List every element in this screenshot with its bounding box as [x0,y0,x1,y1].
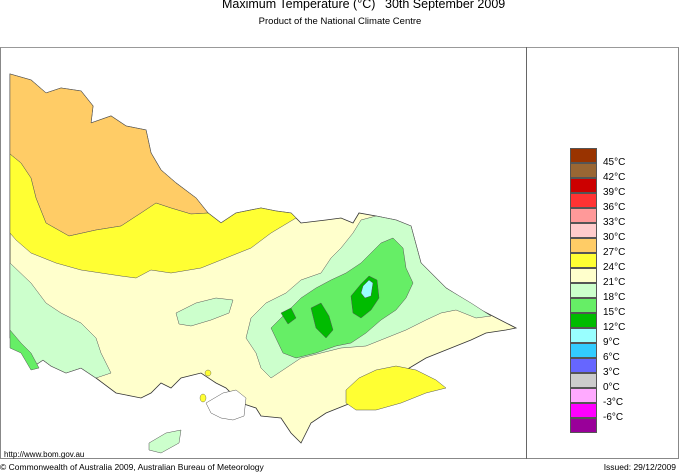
legend-label: 24°C [603,262,626,273]
legend-label: 21°C [603,277,626,288]
source-url[interactable]: http://www.bom.gov.au [4,450,85,459]
panel-divider [526,47,527,459]
legend-label: -6°C [603,412,624,423]
map-panel [0,47,679,459]
legend-label: 36°C [603,202,626,213]
legend-label: 30°C [603,232,626,243]
legend-label: -3°C [603,397,624,408]
legend-swatch [570,388,597,403]
title-text: Maximum Temperature (°C) [222,0,376,11]
legend-label: 15°C [603,307,626,318]
legend-label: 45°C [603,157,626,168]
legend-label: 9°C [603,337,620,348]
legend-swatch [570,418,597,433]
subtitle: Product of the National Climate Centre [258,16,422,27]
issued-date: Issued: 29/12/2009 [603,462,676,472]
legend-swatch [570,223,597,238]
title-date: 30th September 2009 [385,0,506,11]
legend-label: 12°C [603,322,626,333]
legend-swatch [570,163,597,178]
legend-label: 27°C [603,247,626,258]
legend-swatch [570,373,597,388]
legend-swatch [570,178,597,193]
legend-label: 6°C [603,352,620,363]
legend-label: 0°C [603,382,620,393]
legend-swatch [570,298,597,313]
legend-swatch [570,148,597,163]
legend-swatch [570,238,597,253]
legend-swatch [570,268,597,283]
legend-label: 3°C [603,367,620,378]
victoria-temperature-map [9,73,518,454]
legend-swatch [570,328,597,343]
copyright-notice: © Commonwealth of Australia 2009, Austra… [0,462,264,472]
legend-label: 18°C [603,292,626,303]
legend-label: 33°C [603,217,626,228]
legend-swatch [570,358,597,373]
legend-swatch [570,313,597,328]
legend-swatch [570,193,597,208]
legend-swatch [570,403,597,418]
legend-swatch [570,343,597,358]
legend-label: 39°C [603,187,626,198]
legend-swatch [570,208,597,223]
legend-swatch [570,283,597,298]
legend-swatch [570,253,597,268]
legend-label: 42°C [603,172,626,183]
